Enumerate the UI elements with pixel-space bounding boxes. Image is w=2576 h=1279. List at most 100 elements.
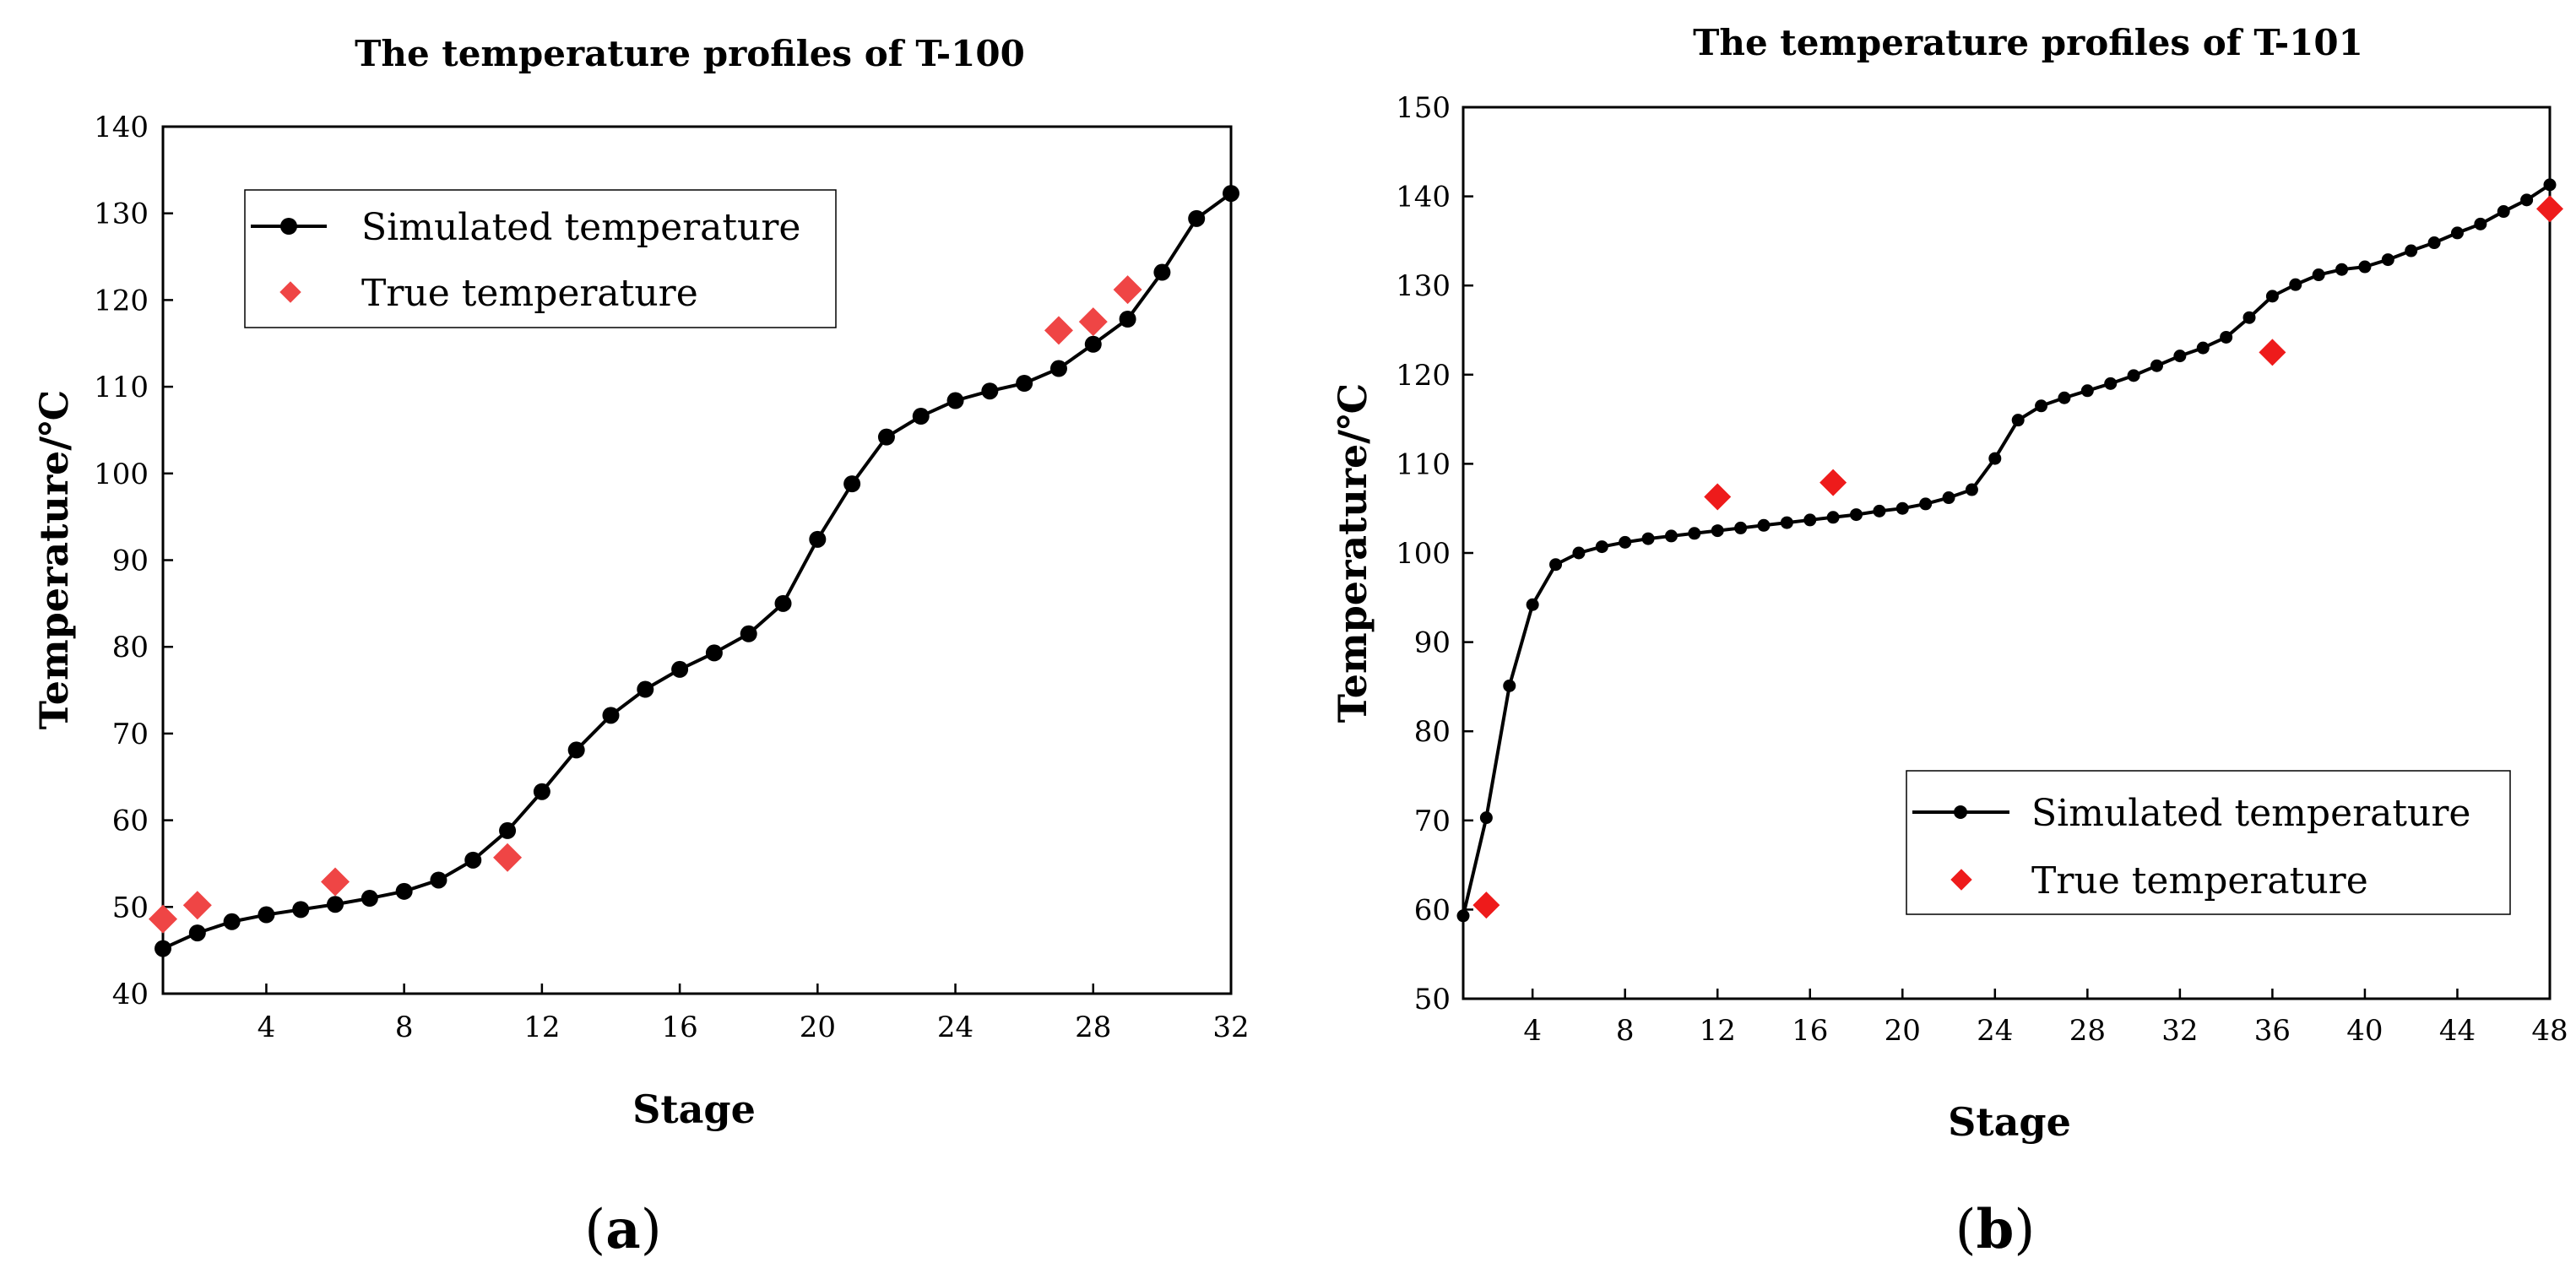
panel-a-true-point: [149, 904, 177, 934]
panel-b-true-point: [2259, 339, 2286, 366]
panel-a-simulated-point: [774, 594, 792, 612]
panel-a-simulated-point: [705, 644, 723, 662]
panel-a-x-tick-label: 28: [1075, 1011, 1111, 1044]
panel-b-simulated-point: [2289, 278, 2302, 291]
panel-a-simulated-point: [223, 913, 241, 930]
panel-b-x-tick-label: 12: [1700, 1014, 1736, 1048]
panel-a-y-tick-label: 70: [112, 718, 149, 751]
panel-b-true-point: [1704, 483, 1732, 511]
panel-a-label: (a): [584, 1198, 661, 1261]
panel-b-simulated-point: [1688, 527, 1701, 540]
panel-b-simulated-point: [2405, 244, 2418, 257]
panel-b-simulated-point: [2497, 205, 2510, 219]
panel-b-y-tick-label: 80: [1414, 715, 1451, 749]
panel-a-y-tick-label: 50: [112, 891, 149, 924]
panel-b-simulated-point: [1479, 811, 1493, 825]
panel-b-legend-box: [1906, 770, 2511, 915]
panel-b-simulated-point: [1619, 535, 1632, 549]
panel-b-simulated-point: [1873, 504, 1886, 518]
panel-a-legend: Simulated temperature True temperature: [244, 189, 837, 328]
panel-b-simulated-point: [1757, 518, 1771, 532]
panel-a-simulated-point: [464, 851, 482, 869]
panel-b-simulated-point: [2173, 350, 2187, 363]
panel-a-y-tick-label: 130: [94, 198, 149, 231]
panel-b-simulated-point: [2080, 384, 2094, 398]
panel-a-x-tick-label: 24: [937, 1011, 973, 1044]
panel-b-simulated-point: [2543, 178, 2557, 192]
panel-b-y-tick-label: 100: [1396, 537, 1451, 571]
panel-b-simulated-point: [2035, 399, 2048, 413]
panel-b-simulated-point: [1850, 508, 1863, 522]
panel-a-y-tick-label: 60: [112, 805, 149, 838]
panel-b-plot-frame: [1462, 106, 2552, 1000]
panel-b-y-tick-label: 50: [1414, 983, 1451, 1016]
panel-b-simulated-point: [1664, 529, 1678, 543]
panel-a-simulated-point: [567, 741, 585, 759]
panel-b-title: The temperature profiles of T-101: [1693, 22, 2363, 63]
panel-a-simulated-point: [843, 475, 861, 493]
panel-b-simulated-point: [2196, 341, 2210, 355]
panel-a-simulated-point: [946, 392, 964, 409]
panel-a-simulated-point: [877, 428, 895, 446]
panel-b-legend-label-simulated: Simulated temperature: [2031, 792, 2470, 835]
panel-b-x-tick-label: 28: [2069, 1014, 2106, 1048]
panel-a-y-tick-label: 100: [94, 458, 149, 491]
panel-a-legend-box: [244, 189, 837, 328]
panel-a-x-tick-label: 4: [258, 1011, 276, 1044]
panel-b-simulated-point: [1526, 598, 1539, 611]
panel-a-simulated-point: [188, 924, 206, 942]
panel-b-y-tick-label: 70: [1414, 805, 1451, 838]
panel-b-simulated-point: [1456, 909, 1470, 923]
panel-a-simulated-point: [637, 680, 654, 698]
panel-a-true-point: [182, 891, 212, 920]
panel-a-simulated-point: [1223, 185, 1239, 203]
panel-b-simulated-point: [1503, 679, 1516, 692]
panel-a-x-tick-label: 20: [800, 1011, 836, 1044]
panel-b-legend-label-true: True temperature: [2031, 859, 2368, 902]
panel-b-y-tick-label: 140: [1396, 181, 1451, 214]
panel-a-y-axis-label: Temperature/℃: [31, 390, 77, 729]
panel-a-simulated-point: [1049, 360, 1067, 377]
panel-b-y-tick-label: 90: [1414, 626, 1451, 660]
panel-b-simulated-point: [1826, 511, 1840, 524]
panel-b-y-tick-label: 120: [1396, 359, 1451, 393]
panel-a-true-point: [493, 843, 523, 872]
panel-b-simulated-point: [1780, 516, 1793, 529]
panel-a-x-tick-label: 12: [523, 1011, 560, 1044]
panel-a-simulated-point: [499, 821, 517, 839]
panel-a-y-tick-label: 120: [94, 284, 149, 317]
panel-a-y-tick-label: 140: [94, 111, 149, 144]
panel-b-simulated-point: [2520, 193, 2534, 207]
panel-b-simulated-point: [1919, 497, 1933, 511]
panel-a-x-axis-label: Stage: [632, 1087, 756, 1132]
panel-b-legend-marker-sample: [1954, 805, 1967, 819]
panel-b-simulated-point: [2427, 236, 2441, 250]
panel-b-x-tick-label: 44: [2439, 1014, 2476, 1048]
panel-a-simulated-point: [740, 625, 757, 642]
panel-b-simulated-point: [2474, 217, 2487, 230]
panel-a: The temperature profiles of T-100 40 50 60…: [31, 33, 1250, 1261]
panel-b-simulated-point: [1803, 513, 1817, 527]
panel-b-simulated-point: [1734, 521, 1748, 534]
panel-b-simulated-point: [2335, 263, 2349, 276]
panel-b-true-point: [1819, 469, 1847, 496]
panel-a-simulated-point: [533, 783, 550, 800]
panel-b-simulated-point: [2381, 253, 2394, 267]
panel-a-simulated-point: [1153, 263, 1171, 281]
panel-b-simulated-point: [1895, 501, 1909, 515]
panel-b-simulated-point: [1988, 452, 2002, 465]
panel-b-simulated-point: [1641, 532, 1655, 545]
panel-b-y-axis-label: Temperature/℃: [1330, 383, 1375, 723]
panel-b-x-tick-label: 20: [1885, 1014, 1921, 1048]
panel-a-simulated-point: [1119, 310, 1136, 328]
panel-b-simulated-point: [1942, 491, 1955, 505]
panel-a-simulated-point: [912, 408, 930, 425]
panel-a-legend-label-simulated: Simulated temperature: [361, 206, 800, 249]
panel-b-simulated-point: [1711, 524, 1724, 538]
panel-a-plot-frame: [161, 125, 1233, 995]
panel-a-true-point: [1078, 307, 1108, 337]
panel-a-simulated-point: [981, 382, 999, 400]
panel-b-x-tick-label: 24: [1977, 1014, 2013, 1048]
panel-b-simulated-point: [2358, 260, 2372, 274]
